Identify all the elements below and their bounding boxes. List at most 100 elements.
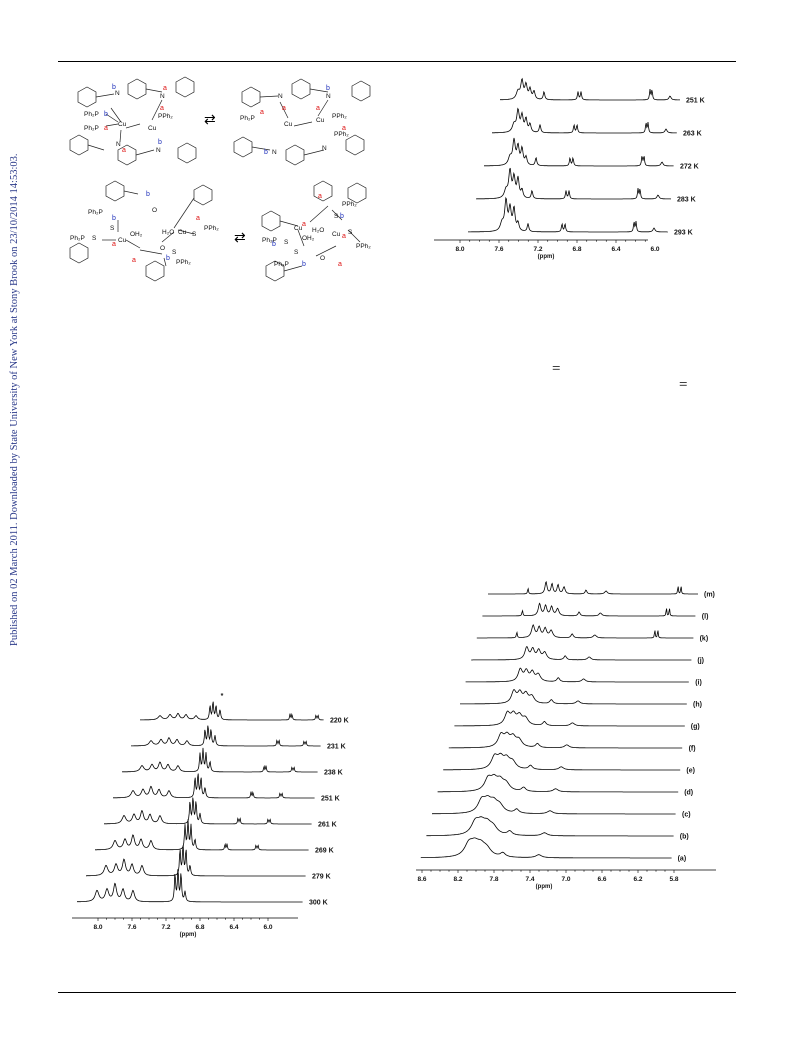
- site-b-label: b: [146, 191, 150, 198]
- pph2-label: PPh₂: [356, 243, 371, 250]
- x-tick-label: 7.0: [561, 876, 570, 883]
- oh2-label: OH₂: [130, 231, 143, 238]
- s-label: S: [334, 213, 339, 220]
- trace-label: 293 K: [674, 230, 693, 237]
- nmr-trace: [492, 107, 677, 134]
- nmr-trace: [468, 196, 668, 233]
- site-b-label: b: [264, 149, 268, 156]
- nmr-trace: [431, 795, 676, 815]
- x-tick-label: 7.8: [489, 876, 498, 883]
- trace-label: 272 K: [680, 164, 699, 171]
- x-tick-label: 7.2: [161, 924, 170, 931]
- nmr-stack-top-right: 251 K 263 K 272 K 283 K 293 K 8.0 7.6 7.2 6.8 6.4…: [420, 68, 740, 278]
- footer-rule: [58, 992, 736, 993]
- trace-label: (l): [702, 614, 709, 621]
- h2o-label: H₂O: [312, 227, 324, 234]
- x-tick-label: 6.2: [633, 876, 642, 883]
- cu-label: Cu: [118, 237, 127, 244]
- x-tick-label: 6.4: [229, 924, 238, 931]
- h2o-label: H₂O: [162, 229, 174, 236]
- trace-label: 263 K: [683, 131, 702, 138]
- x-tick-label: 8.0: [455, 246, 464, 253]
- n-label: N: [115, 90, 120, 97]
- x-axis-unit: (ppm): [536, 884, 553, 890]
- ph2p-label: Ph₂P: [70, 235, 85, 242]
- x-tick-label: 6.0: [650, 246, 659, 253]
- equilibrium-arrow: ⇄: [204, 111, 216, 127]
- site-a-label: a: [342, 125, 346, 132]
- trace-label: 220 K: [330, 718, 349, 725]
- scheme-svg: Ph₂P Ph₂P Cu Cu PPh₂ N N N N b a b a a b…: [69, 76, 371, 282]
- site-b-label: b: [104, 111, 108, 118]
- n-label: N: [278, 93, 283, 100]
- trace-label: 231 K: [327, 744, 346, 751]
- complex-bottom-right: Ph₂P S Cu OH₂ S Ph₂P H₂O Cu S PPh₂ S PPh…: [261, 180, 371, 282]
- nmr-trace: [443, 752, 681, 771]
- nmr-trace: [426, 816, 674, 837]
- nmr-stack-top-right-svg: 251 K 263 K 272 K 283 K 293 K 8.0 7.6 7.2 6.8 6.4…: [434, 77, 705, 260]
- equilibrium-arrow: ⇄: [234, 229, 246, 245]
- cu-label: Cu: [284, 121, 293, 128]
- site-b-label: b: [112, 84, 116, 91]
- s-label: S: [294, 249, 299, 256]
- s-label: S: [284, 239, 289, 246]
- x-tick-label: 8.2: [453, 876, 462, 883]
- pph2-label: PPh₂: [204, 225, 219, 232]
- n-label: N: [160, 93, 165, 100]
- o-label: O: [160, 245, 165, 252]
- n-label: N: [326, 93, 331, 100]
- x-tick-label: 6.8: [195, 924, 204, 931]
- trace-label: (d): [684, 790, 693, 797]
- nmr-trace: [121, 747, 318, 773]
- nmr-trace: [131, 725, 321, 747]
- trace-label: (h): [693, 702, 702, 709]
- site-a-label: a: [260, 109, 264, 116]
- nmr-trace: [104, 797, 312, 825]
- site-b-label: b: [166, 255, 170, 262]
- ph2p-label: Ph₂P: [84, 125, 99, 132]
- trace-label: (c): [682, 812, 691, 819]
- site-b-label: b: [302, 261, 306, 268]
- x-tick-label: 7.2: [533, 246, 542, 253]
- x-tick-label: 8.0: [93, 924, 102, 931]
- x-tick-label: 5.8: [669, 876, 678, 883]
- nmr-trace: [488, 580, 698, 595]
- x-tick-label: 6.8: [572, 246, 581, 253]
- ph2p-label: Ph₂P: [274, 261, 289, 268]
- nmr-trace: [476, 624, 694, 639]
- sidebar-note-text: Published on 02 March 2011. Downloaded b…: [9, 153, 20, 646]
- nmr-trace: [420, 837, 672, 859]
- x-tick-label: 6.6: [597, 876, 606, 883]
- nmr-stack-bottom-right-svg: (m) (l) (k) (j) (i) (h) (g) (f) (e) (d) (c) (b) (a) 8…: [416, 580, 716, 890]
- nmr-trace: [484, 137, 674, 167]
- cu-label: Cu: [178, 229, 187, 236]
- site-a-label: a: [163, 85, 167, 92]
- header-rule: [58, 61, 736, 62]
- equals-sign: =: [552, 361, 561, 377]
- nmr-trace: [500, 77, 680, 101]
- ph2p-label: Ph₂P: [84, 111, 99, 118]
- cu-label: Cu: [148, 125, 157, 132]
- pph2-label: PPh₂: [332, 113, 347, 120]
- trace-label: (b): [680, 834, 689, 841]
- x-tick-label: 7.6: [127, 924, 136, 931]
- s-label: S: [348, 229, 353, 236]
- trace-label: 251 K: [321, 796, 340, 803]
- trace-label: (i): [695, 680, 702, 687]
- site-b-label: b: [340, 213, 344, 220]
- nmr-stack-bottom-left: 220 K 231 K 238 K 251 K 261 K 269 K 279 K 300 K…: [62, 686, 380, 956]
- site-b-label: b: [272, 241, 276, 248]
- trace-label: 238 K: [324, 770, 343, 777]
- ph2p-label: Ph₂P: [240, 115, 255, 122]
- trace-label: (g): [691, 724, 700, 731]
- x-tick-label: 6.4: [611, 246, 620, 253]
- nmr-trace: [476, 167, 672, 200]
- trace-label: (j): [697, 658, 704, 665]
- o-label: O: [152, 207, 157, 214]
- site-b-label: b: [326, 85, 330, 92]
- n-label: N: [116, 141, 121, 148]
- s-label: S: [110, 225, 115, 232]
- s-label: S: [92, 235, 97, 242]
- nmr-trace: [465, 667, 689, 683]
- nmr-stack-bottom-right: (m) (l) (k) (j) (i) (h) (g) (f) (e) (d) (c) (b) (a) 8…: [406, 578, 742, 900]
